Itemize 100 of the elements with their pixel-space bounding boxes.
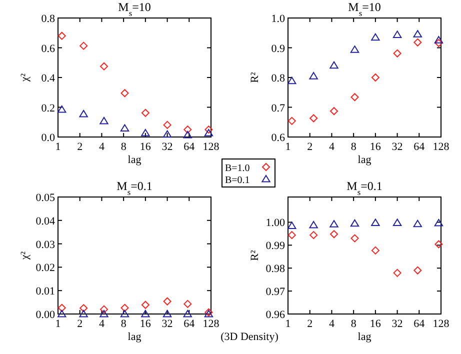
point: [393, 49, 402, 58]
x-tick-label: 16: [370, 318, 382, 330]
y-axis-title: R²: [249, 249, 261, 261]
legend-label: B=1.0: [225, 163, 250, 174]
x-tick-label: 16: [370, 141, 382, 153]
point: [330, 220, 338, 228]
y-tick-label: 0.98: [266, 263, 286, 276]
point: [184, 126, 192, 134]
point: [163, 297, 172, 306]
point: [330, 230, 338, 238]
point: [371, 33, 380, 41]
point: [288, 116, 296, 125]
point: [184, 300, 192, 308]
point: [371, 246, 380, 254]
point: [141, 300, 150, 309]
point: [100, 305, 108, 314]
x-tick-label: 64: [414, 141, 426, 153]
x-tick-label: 8: [120, 318, 127, 330]
x-tick-label: 128: [432, 141, 450, 153]
point: [392, 30, 402, 38]
x-tick-label: 1: [285, 318, 291, 330]
y-tick-label: 0.4: [41, 72, 56, 84]
y-tick-label: 0.9: [271, 42, 286, 55]
point: [58, 304, 66, 312]
x-tick-label: 128: [202, 318, 220, 330]
y-tick-label: 0.99: [266, 240, 286, 252]
x-tick-label: 1: [55, 141, 61, 153]
x-axis-title: lag: [358, 154, 372, 166]
y-tick-label: 0.6: [271, 132, 286, 144]
point: [79, 310, 88, 318]
point: [163, 120, 172, 129]
point: [350, 234, 359, 242]
point: [204, 126, 213, 134]
chart-title: M$_{s}$=10: [118, 0, 151, 18]
x-tick-label: 64: [184, 318, 196, 330]
y-tick-label: 0.8: [271, 72, 286, 84]
point: [434, 240, 443, 248]
point: [310, 114, 318, 122]
x-tick-label: 32: [162, 318, 173, 330]
point: [414, 38, 422, 46]
point: [141, 108, 150, 117]
point: [80, 42, 88, 50]
y-tick-label: 0.96: [266, 309, 286, 321]
point: [330, 61, 338, 69]
point: [393, 268, 402, 277]
point: [141, 310, 150, 318]
point: [413, 30, 422, 38]
point: [350, 93, 359, 102]
point: [371, 218, 380, 226]
x-tick-label: 16: [140, 318, 152, 330]
point: [80, 304, 88, 312]
x-tick-label: 4: [98, 318, 105, 330]
point: [204, 128, 214, 136]
y-tick-label: 0.2: [41, 102, 55, 114]
y-axis-title: χ²: [19, 72, 31, 83]
point: [141, 128, 150, 136]
x-tick-label: 2: [77, 141, 83, 153]
x-tick-label: 64: [184, 141, 196, 153]
point: [183, 310, 192, 318]
y-tick-label: 0.04: [36, 215, 56, 228]
x-tick-label: 4: [98, 141, 105, 153]
x-tick-label: 8: [350, 141, 357, 153]
y-axis-title: χ²: [19, 250, 31, 261]
point: [414, 266, 422, 274]
point: [183, 130, 192, 138]
point: [100, 310, 108, 318]
point: [79, 110, 88, 118]
point: [58, 32, 66, 40]
x-tick-label: 8: [350, 318, 357, 330]
chart-title: M$_{s}$=10: [348, 0, 381, 18]
point: [58, 105, 66, 113]
point: [120, 310, 130, 318]
point: [310, 231, 318, 240]
y-tick-label: 1.0: [271, 13, 286, 25]
x-tick-label: 32: [392, 141, 403, 153]
y-tick-label: 0.0: [41, 132, 56, 144]
y-tick-label: 0.02: [36, 262, 55, 274]
point: [120, 89, 129, 98]
x-tick-label: 32: [162, 141, 173, 153]
point: [434, 218, 444, 226]
point: [162, 130, 172, 138]
point: [371, 74, 380, 82]
x-tick-label: 2: [77, 318, 83, 330]
point: [413, 220, 422, 228]
x-tick-label: 2: [307, 318, 313, 330]
y-tick-label: 0.8: [41, 13, 56, 25]
point: [120, 124, 130, 132]
point: [434, 38, 443, 47]
x-axis-title: lag: [358, 331, 372, 343]
y-tick-label: 0.97: [266, 286, 286, 298]
x-axis-title: lag: [128, 331, 142, 343]
x-tick-label: 16: [140, 141, 152, 153]
x-tick-label: 1: [285, 141, 291, 153]
x-tick-label: 2: [307, 141, 313, 153]
point: [392, 218, 402, 226]
chart-title: M$_{s}$=0.1: [116, 179, 152, 196]
x-tick-label: 128: [202, 141, 220, 153]
point: [350, 46, 360, 53]
point: [58, 310, 66, 318]
point: [288, 231, 296, 240]
